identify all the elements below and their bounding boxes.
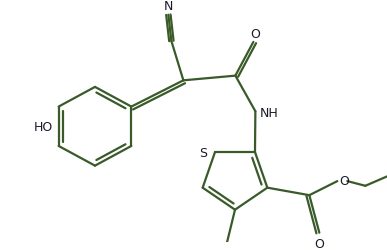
Text: O: O [250, 28, 260, 41]
Text: S: S [199, 146, 207, 159]
Text: O: O [314, 238, 324, 250]
Text: N: N [164, 0, 173, 13]
Text: O: O [339, 174, 349, 187]
Text: HO: HO [33, 120, 53, 133]
Text: NH: NH [259, 106, 278, 119]
